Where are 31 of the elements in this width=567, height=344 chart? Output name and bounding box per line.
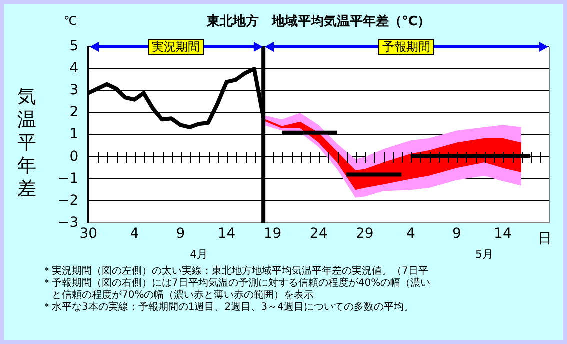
text: ＊実況期間（図の左側）の太い実線：東北地方地域平均気温平年差の実況値。（7日平 [42,266,430,278]
y-tick-label: 3 [70,82,79,99]
text: と信頼の程度が70%の幅（濃い赤と薄い赤の範囲）を表示 [51,290,316,302]
y-tick-label: 5 [70,38,79,55]
x-tick-label: 19 [264,226,282,242]
y-tick-label: 2 [70,104,79,121]
x-tick-label: 4 [130,226,140,242]
x-tick-label: 29 [356,226,374,242]
chart-title: 東北地方 地域平均気温平年差（℃） [206,13,431,30]
y-tick-label: 4 [70,60,79,77]
x-tick-label: 9 [452,226,462,242]
x-tick-label: 30 [80,226,98,242]
text: ＊予報期間（図の右側）には7日平均気温の予測に対する信頼の程度が40%の幅（濃い [42,278,431,290]
text: 5月 [476,247,494,262]
annotation: 予報期間 [378,39,434,55]
text: ＊水平な3本の実線：予報期間の1週目、2週目、3～4週目についての多数の平均。 [42,302,415,314]
text: 4月 [190,247,208,262]
x-tick-label: 9 [176,226,186,242]
y-tick-label: 1 [70,126,79,143]
y-tick-label: −3 [58,214,79,231]
y-tick-label: 0 [70,148,79,165]
x-tick-label: 14 [218,226,236,242]
y-axis-title: 気温平年差 [16,86,38,201]
y-tick-label: −2 [58,192,79,209]
x-tick-label: 4 [406,226,416,242]
x-tick-label: 24 [310,226,328,242]
x-tick-label: 14 [494,226,512,242]
text: ℃ [64,14,78,28]
x-axis-title: 日 [538,230,552,247]
annotation: 実況期間 [148,39,204,55]
y-tick-label: −1 [58,170,79,187]
